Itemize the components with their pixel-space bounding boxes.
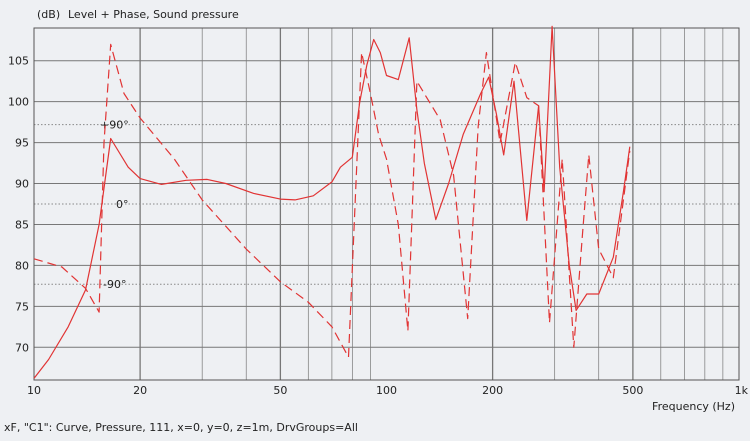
x-tick-label: 20 <box>133 384 147 397</box>
phase-label: -90° <box>103 278 126 291</box>
curves <box>33 25 631 379</box>
phase-label: +90° <box>100 119 129 132</box>
x-tick-label: 1k <box>735 384 749 397</box>
y-tick-label: 80 <box>15 259 29 272</box>
y-tick-label: 95 <box>15 137 29 150</box>
grid <box>34 28 739 380</box>
y-tick-label: 90 <box>15 178 29 191</box>
y-unit-label: (dB) <box>37 8 60 21</box>
y-tick-label: 70 <box>15 341 29 354</box>
x-tick-label: 10 <box>27 384 41 397</box>
x-axis-label: Frequency (Hz) <box>652 400 735 413</box>
y-tick-labels: 70 75 80 85 90 95 100 105 <box>8 55 29 355</box>
x-tick-labels: 10 20 50 100 200 500 1k <box>27 384 749 397</box>
y-tick-label: 75 <box>15 300 29 313</box>
x-tick-label: 50 <box>273 384 287 397</box>
y-tick-label: 85 <box>15 218 29 231</box>
x-tick-label: 100 <box>376 384 397 397</box>
chart-title: Level + Phase, Sound pressure <box>68 8 239 21</box>
x-tick-label: 500 <box>622 384 643 397</box>
plot-frame <box>33 27 740 381</box>
y-tick-label: 105 <box>8 55 29 68</box>
x-tick-label: 200 <box>482 384 503 397</box>
y-tick-label: 100 <box>8 96 29 109</box>
footer-caption: xF, "C1": Curve, Pressure, 111, x=0, y=0… <box>4 421 358 434</box>
level-curve <box>33 25 631 379</box>
phase-curve <box>33 43 631 358</box>
phase-labels: +90° 0° -90° <box>100 119 129 292</box>
phase-label: 0° <box>116 198 129 211</box>
